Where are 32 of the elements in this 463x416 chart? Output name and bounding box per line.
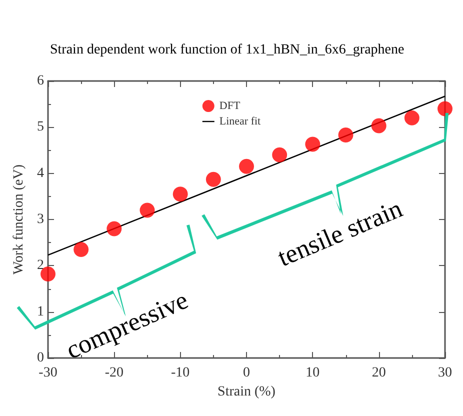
x-tick-label: 10	[306, 366, 320, 380]
y-tick-label: 5	[37, 120, 44, 135]
point	[106, 221, 122, 236]
x-tick-label: -20	[104, 366, 124, 380]
point	[172, 186, 188, 202]
legend-label: Linear fit	[219, 116, 261, 128]
x-tick-label: 20	[372, 366, 386, 380]
x-tick-label: -30	[38, 366, 58, 380]
y-tick-label: 4	[37, 166, 44, 181]
point	[206, 172, 221, 187]
y-tick-label: 1	[37, 304, 44, 320]
point	[438, 101, 452, 116]
chart-title: Strain dependent work function of 1x1_hBN_in_6x6_graphene	[50, 42, 404, 58]
point	[305, 136, 320, 152]
x-tick-label: -10	[170, 366, 190, 380]
x-tick-label: 30	[438, 366, 452, 380]
y-tick-label: 0	[37, 350, 44, 366]
point	[140, 202, 155, 218]
y-tick-label: 2	[37, 258, 44, 274]
point	[74, 242, 89, 258]
y-tick-label: 6	[37, 74, 44, 88]
point	[338, 128, 354, 143]
point	[272, 147, 288, 162]
x-tick-label: 0	[243, 366, 250, 380]
point	[239, 158, 254, 174]
y-tick-label: 3	[37, 212, 44, 227]
legend-label: DFT	[219, 100, 240, 112]
annotation: tensile strain	[274, 194, 406, 272]
point	[404, 110, 420, 126]
x-axis-title: Strain (%)	[218, 384, 276, 400]
y-axis-title: Work function (eV)	[12, 164, 27, 275]
point	[371, 118, 386, 134]
